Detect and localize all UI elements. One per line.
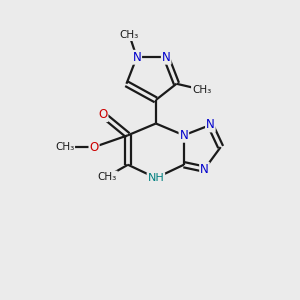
Text: CH₃: CH₃ [120,30,139,40]
Text: O: O [89,141,99,154]
Text: CH₃: CH₃ [55,142,74,152]
Text: N: N [132,51,141,64]
Text: N: N [206,118,215,131]
Text: N: N [162,51,171,64]
Text: N: N [179,129,188,142]
Text: O: O [98,108,107,121]
Text: NH: NH [148,173,164,183]
Text: CH₃: CH₃ [192,85,211,94]
Text: N: N [200,163,209,176]
Text: CH₃: CH₃ [98,172,117,182]
